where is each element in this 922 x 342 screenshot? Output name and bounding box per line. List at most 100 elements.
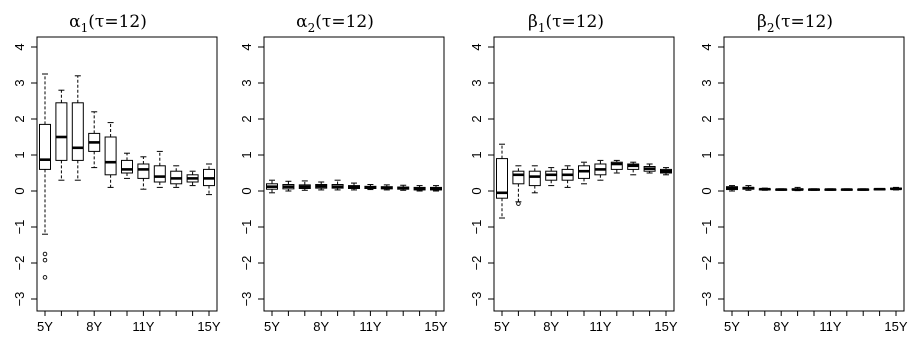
x-tick-label: 15Y [884, 319, 907, 334]
y-tick-label: 1 [239, 151, 254, 158]
y-tick-label: −1 [12, 220, 27, 235]
box-9Y [331, 179, 344, 191]
outlier-point [42, 257, 48, 263]
y-tick-label: −3 [239, 292, 254, 307]
x-tick-label: 8Y [313, 319, 329, 334]
x-tick-label: 5Y [264, 319, 280, 334]
panel-alpha-2: α2(τ=12) −3 −2 −1 0 1 2 3 4 5Y 8Y 11Y 15Y [239, 12, 448, 334]
box-12Y [840, 188, 853, 191]
y-tick-label: 2 [469, 115, 484, 122]
panel-title: β1(τ=12) [528, 12, 604, 35]
y-tick-label: 0 [699, 187, 714, 194]
outlier-point [516, 201, 521, 206]
box-6Y [742, 185, 755, 191]
box-6Y [512, 165, 525, 206]
box-12Y [610, 159, 623, 174]
iqr-box [528, 170, 541, 187]
box-15Y [430, 185, 442, 192]
box-7Y [71, 75, 84, 181]
y-tick-label: 4 [12, 43, 27, 50]
y-tick-label: 1 [699, 151, 714, 158]
box-12Y [153, 150, 166, 188]
iqr-box [104, 136, 117, 176]
x-tick-label: 11Y [819, 319, 841, 334]
box-11Y [137, 156, 150, 190]
y-tick-label: 4 [239, 43, 254, 50]
x-tick-label: 11Y [359, 319, 381, 334]
y-tick-label: 1 [12, 151, 27, 158]
y-tick-label: 2 [12, 115, 27, 122]
box-6Y [282, 180, 295, 192]
box-14Y [643, 163, 656, 174]
y-tick-label: 0 [239, 187, 254, 194]
box-9Y [561, 165, 574, 188]
box-11Y [594, 159, 607, 181]
box-15Y [203, 163, 215, 196]
box-11Y [364, 184, 377, 191]
x-tick-label: 5Y [724, 319, 740, 334]
iqr-box [610, 161, 623, 170]
y-tick-label: 2 [699, 115, 714, 122]
y-tick-label: 1 [469, 151, 484, 158]
iqr-box [496, 158, 508, 199]
y-tick-label: −3 [699, 292, 714, 307]
box-11Y [824, 188, 837, 191]
box-13Y [397, 184, 410, 191]
y-tick-label: 3 [469, 79, 484, 86]
iqr-box [121, 159, 133, 174]
y-tick-label: 4 [469, 43, 484, 50]
box-8Y [88, 111, 101, 169]
box-5Y [496, 143, 508, 219]
iqr-box [71, 102, 84, 161]
box-12Y [380, 184, 393, 191]
box-9Y [104, 122, 117, 188]
y-tick-label: 3 [699, 79, 714, 86]
panel-title: α1(τ=12) [69, 12, 147, 35]
box-8Y [775, 188, 788, 191]
box-14Y [873, 187, 886, 191]
iqr-box [512, 170, 525, 185]
outlier-point [42, 251, 48, 257]
x-tick-label: 8Y [543, 319, 559, 334]
box-7Y [528, 165, 541, 194]
box-7Y [758, 187, 771, 191]
x-tick-label: 5Y [37, 319, 53, 334]
box-6Y [55, 89, 68, 181]
box-7Y [298, 180, 311, 191]
box-10Y [578, 161, 590, 185]
panel-title: β2(τ=12) [757, 12, 833, 35]
y-tick-label: −2 [12, 256, 27, 271]
x-tick-label: 11Y [132, 319, 154, 334]
y-tick-label: −1 [469, 220, 484, 235]
y-tick-label: −3 [469, 292, 484, 307]
plot-frame [723, 36, 905, 312]
box-13Y [627, 161, 640, 176]
x-tick-label: 15Y [424, 319, 447, 334]
y-tick-label: −3 [12, 292, 27, 307]
x-tick-label: 8Y [86, 319, 102, 334]
y-tick-label: 2 [239, 115, 254, 122]
x-tick-label: 15Y [654, 319, 677, 334]
y-tick-label: −2 [699, 256, 714, 271]
iqr-box [137, 163, 150, 179]
box-8Y [545, 167, 558, 187]
x-tick-label: 8Y [773, 319, 789, 334]
box-5Y [39, 73, 51, 280]
y-tick-label: 3 [239, 79, 254, 86]
box-13Y [857, 188, 870, 191]
y-tick-label: 4 [699, 43, 714, 50]
y-tick-label: 3 [12, 79, 27, 86]
y-tick-label: −1 [699, 220, 714, 235]
y-tick-label: 0 [12, 187, 27, 194]
outlier-point [42, 275, 48, 280]
panel-title: α2(τ=12) [296, 12, 374, 35]
box-5Y [266, 179, 278, 194]
x-tick-label: 15Y [197, 319, 220, 334]
x-tick-label: 5Y [494, 319, 510, 334]
box-10Y [808, 188, 820, 191]
box-13Y [170, 165, 183, 188]
box-15Y [890, 186, 902, 191]
plot-frame [263, 36, 445, 312]
box-5Y [726, 185, 738, 192]
